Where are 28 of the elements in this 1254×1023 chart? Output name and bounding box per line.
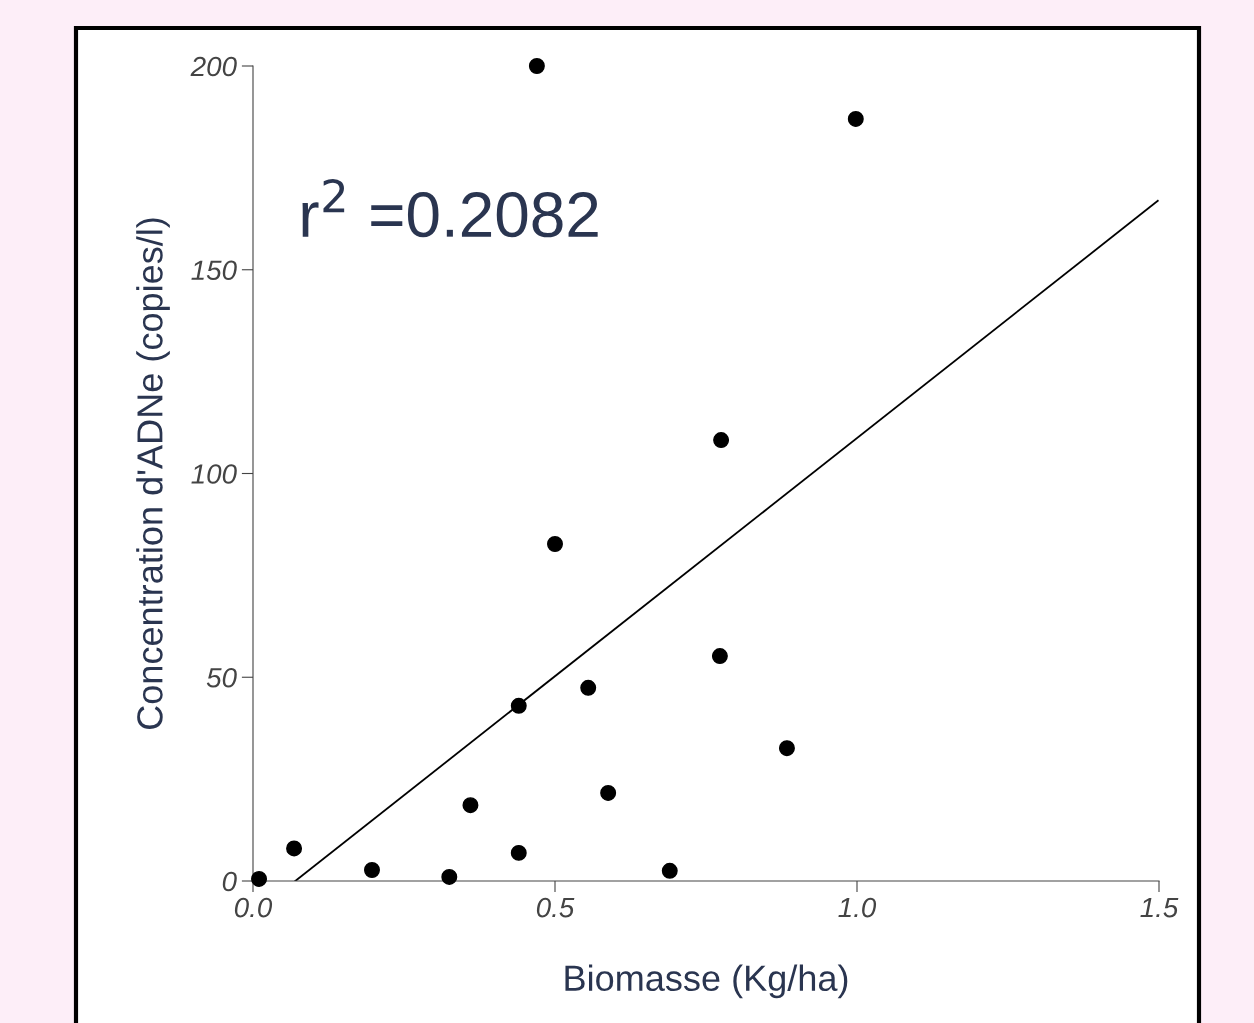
point bbox=[713, 432, 730, 449]
point bbox=[847, 110, 864, 127]
point bbox=[580, 679, 597, 696]
point bbox=[547, 536, 563, 552]
point bbox=[441, 868, 458, 885]
y-tick-label: 200 bbox=[190, 56, 237, 77]
point bbox=[462, 797, 479, 814]
x-axis-title: Biomasse (Kg/ha) bbox=[565, 964, 848, 999]
point bbox=[600, 785, 617, 801]
x-tick-label: 0.5 bbox=[536, 897, 575, 918]
point bbox=[510, 697, 527, 714]
x-tick-label: 1.0 bbox=[838, 897, 877, 918]
point bbox=[510, 844, 527, 861]
y-tick-label: 50 bbox=[206, 667, 237, 688]
point bbox=[711, 648, 728, 665]
point bbox=[364, 862, 380, 878]
y-tick-label: 150 bbox=[191, 260, 237, 281]
x-tick-label: 0.0 bbox=[234, 897, 273, 918]
point bbox=[251, 870, 268, 887]
y-tick-label: 0 bbox=[222, 871, 237, 892]
x-tick-label: 1.5 bbox=[1140, 897, 1179, 918]
annotation: r$^{2}$ =0.2082 bbox=[302, 179, 598, 238]
point bbox=[286, 840, 303, 857]
point bbox=[778, 740, 795, 757]
y-tick-label: 100 bbox=[191, 464, 237, 484]
point bbox=[661, 862, 678, 879]
point bbox=[528, 58, 545, 74]
y-axis-title: Concentration d'ADNe (copies/l) bbox=[136, 218, 170, 729]
